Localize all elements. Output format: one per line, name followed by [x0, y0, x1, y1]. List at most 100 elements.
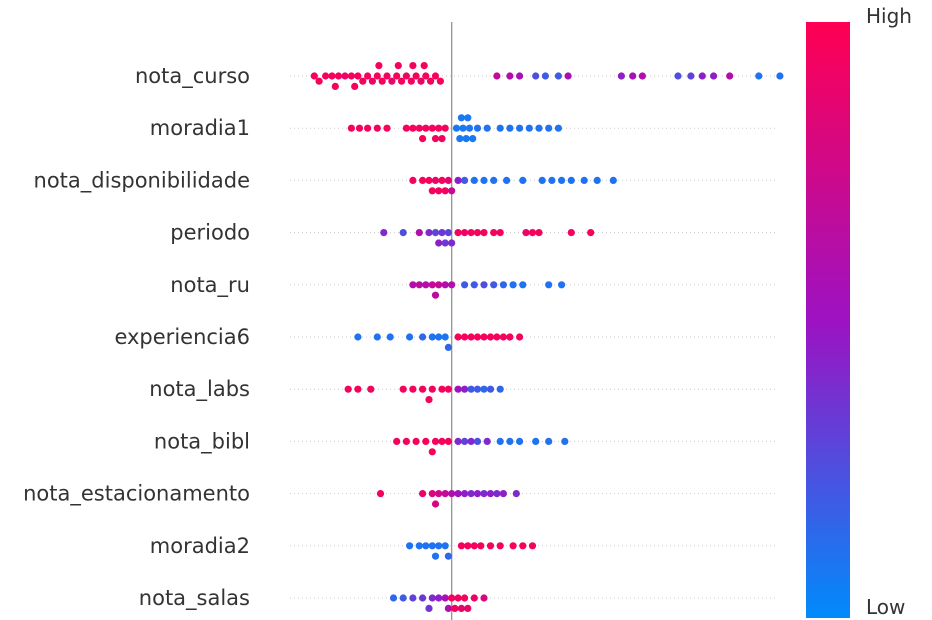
point-experiencia6 [454, 333, 462, 341]
point-experiencia6 [467, 333, 475, 341]
point-periodo [567, 229, 575, 237]
point-nota_disponibilidade [428, 187, 436, 195]
point-experiencia6 [406, 333, 414, 341]
point-moradia2 [444, 552, 452, 560]
point-moradia1 [355, 124, 364, 132]
point-nota_labs [496, 385, 504, 393]
point-nota_ru [431, 291, 440, 299]
point-nota_curso [638, 72, 647, 80]
point-moradia1 [409, 124, 417, 132]
point-nota_ru [461, 281, 469, 289]
point-nota_disponibilidade [580, 176, 588, 184]
data-points [310, 62, 784, 613]
point-moradia1 [373, 124, 381, 132]
point-moradia2 [422, 542, 430, 550]
point-nota_bibl [412, 437, 420, 445]
point-moradia1 [465, 124, 474, 132]
point-moradia1 [554, 124, 563, 132]
point-moradia1 [438, 135, 446, 143]
point-nota_curso [541, 72, 550, 80]
point-nota_curso [422, 72, 430, 80]
point-nota_estacionamento [448, 490, 456, 498]
point-nota_curso [554, 72, 563, 80]
point-nota_salas [428, 594, 436, 602]
point-nota_estacionamento [454, 490, 462, 498]
point-nota_labs [425, 396, 433, 404]
point-moradia1 [506, 124, 514, 132]
point-moradia1 [459, 124, 467, 132]
point-nota_estacionamento [480, 490, 488, 498]
point-nota_ru [499, 281, 507, 289]
point-nota_estacionamento [461, 490, 469, 498]
point-nota_bibl [393, 437, 401, 445]
feature-label-nota_salas: nota_salas [139, 586, 250, 611]
point-nota_curso [629, 72, 637, 80]
point-nota_labs [467, 385, 475, 393]
point-nota_salas [454, 594, 462, 602]
point-nota_estacionamento [419, 490, 427, 498]
point-moradia1 [383, 124, 391, 132]
point-moradia1 [422, 124, 430, 132]
point-nota_curso [351, 82, 359, 90]
point-nota_bibl [422, 437, 430, 445]
point-nota_bibl [516, 437, 524, 445]
point-nota_bibl [402, 437, 410, 445]
point-nota_salas [457, 604, 465, 613]
point-experiencia6 [499, 333, 507, 341]
point-nota_curso [375, 62, 383, 70]
point-nota_curso [328, 72, 336, 80]
point-moradia2 [528, 542, 537, 550]
point-nota_labs [428, 385, 436, 393]
point-periodo [425, 229, 433, 237]
point-nota_curso [364, 72, 372, 80]
point-nota_disponibilidade [409, 176, 417, 184]
point-periodo [480, 229, 488, 237]
point-nota_salas [464, 604, 472, 613]
point-nota_labs [480, 385, 488, 393]
point-nota_disponibilidade [480, 176, 488, 184]
point-moradia2 [435, 542, 443, 550]
point-periodo [399, 229, 407, 237]
point-moradia2 [431, 552, 440, 560]
point-nota_curso [564, 72, 572, 80]
point-moradia1 [464, 114, 472, 122]
point-periodo [496, 229, 504, 237]
point-nota_bibl [561, 437, 569, 445]
point-nota_ru [409, 281, 417, 289]
point-moradia1 [419, 135, 427, 143]
point-nota_bibl [438, 437, 446, 445]
point-nota_ru [435, 281, 443, 289]
point-nota_disponibilidade [438, 176, 446, 184]
point-moradia1 [435, 124, 443, 132]
point-moradia1 [402, 124, 410, 132]
point-nota_curso [532, 72, 540, 80]
point-moradia1 [496, 124, 504, 132]
point-nota_labs [473, 385, 482, 393]
point-nota_curso [726, 72, 734, 80]
point-nota_labs [399, 385, 407, 393]
point-nota_disponibilidade [519, 176, 527, 184]
point-moradia1 [457, 114, 465, 122]
point-moradia1 [431, 135, 440, 143]
point-nota_salas [448, 594, 456, 602]
point-nota_curso [431, 72, 440, 80]
point-moradia2 [441, 542, 449, 550]
feature-label-nota_ru: nota_ru [170, 273, 250, 298]
point-moradia2 [464, 542, 472, 550]
colorbar [806, 22, 850, 618]
point-moradia1 [469, 135, 477, 143]
point-moradia1 [364, 124, 372, 132]
point-nota_curso [334, 72, 343, 80]
point-periodo [467, 229, 475, 237]
point-nota_curso [436, 77, 444, 85]
feature-label-moradia1: moradia1 [150, 116, 250, 140]
point-moradia2 [428, 542, 436, 550]
point-nota_curso [407, 77, 415, 85]
point-experiencia6 [473, 333, 482, 341]
point-experiencia6 [428, 333, 436, 341]
point-nota_curso [368, 77, 376, 85]
point-nota_curso [373, 72, 381, 80]
point-nota_salas [441, 594, 449, 602]
point-nota_estacionamento [467, 490, 475, 498]
point-experiencia6 [480, 333, 488, 341]
